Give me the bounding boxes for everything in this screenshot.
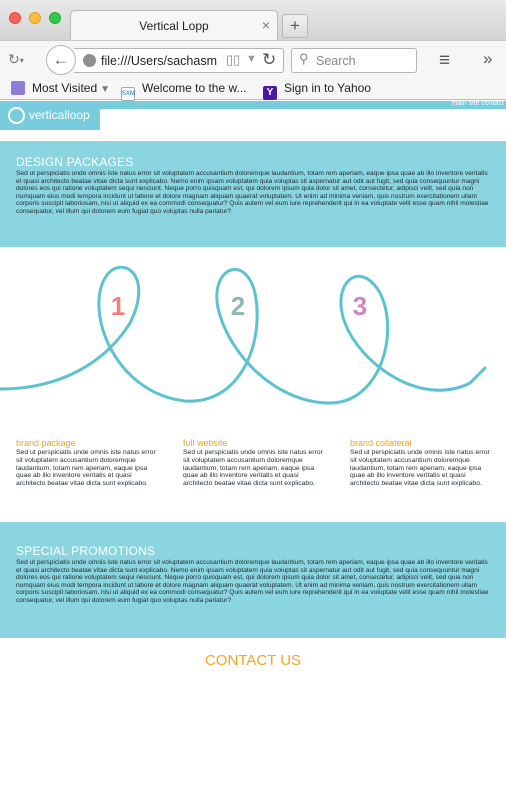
nav-link-main[interactable]: main xyxy=(451,101,467,107)
column-text: Sed ut perspiciatis unde omnis iste natu… xyxy=(350,449,490,488)
design-packages-title: DESIGN PACKAGES xyxy=(16,155,134,169)
browser-tab[interactable]: Vertical Lopp × xyxy=(70,10,278,40)
web-page: verticalloop main site contact DESIGN PA… xyxy=(0,101,506,802)
sxm-icon: SXM xyxy=(121,87,135,101)
bookmark-yahoo[interactable]: Y Sign in to Yahoo xyxy=(263,81,371,100)
hamburger-menu-icon[interactable]: ≡ xyxy=(439,50,451,71)
column-full-website: full website Sed ut perspiciatis unde om… xyxy=(183,438,328,488)
special-promotions-title: SPECIAL PROMOTIONS xyxy=(16,544,156,558)
globe-icon xyxy=(83,54,96,67)
special-promotions-section: SPECIAL PROMOTIONS Sed ut perspiciatis u… xyxy=(0,522,506,638)
design-packages-text: Sed ut perspiciatis unde omnis iste natu… xyxy=(16,170,489,215)
design-packages-section: DESIGN PACKAGES Sed ut perspiciatis unde… xyxy=(0,141,506,247)
history-icon[interactable]: ↻▾ xyxy=(8,51,24,67)
logo-text: verticalloop xyxy=(29,108,90,122)
column-brand-collateral: brand collateral Sed ut perspiciatis und… xyxy=(350,438,495,488)
folder-icon xyxy=(11,81,25,95)
column-title[interactable]: brand collateral xyxy=(350,438,412,448)
top-nav: main site contact xyxy=(451,101,504,107)
bookmark-welcome[interactable]: SXM Welcome to the w... xyxy=(121,81,247,101)
tab-close-icon[interactable]: × xyxy=(261,17,270,33)
chevron-down-icon: ▼ xyxy=(100,84,111,95)
loop-number-2: 2 xyxy=(231,291,245,321)
loop-curve xyxy=(0,265,487,405)
new-tab-button[interactable]: + xyxy=(282,14,308,38)
title-bar: Vertical Lopp × + xyxy=(0,0,506,40)
reload-icon[interactable]: ↻ xyxy=(262,50,277,69)
column-brand-package: brand package Sed ut perspiciatis unde o… xyxy=(16,438,161,488)
window-close-button[interactable] xyxy=(9,12,21,24)
column-text: Sed ut perspiciatis unde omnis iste natu… xyxy=(183,449,323,488)
navigation-toolbar: ↻▾ file:///Users/sachasm ▯▯ ▼ ↻ ← ⚲ ≡ » xyxy=(0,40,506,78)
bookmark-most-visited[interactable]: Most Visited ▼ xyxy=(11,81,110,95)
loop-number-1: 1 xyxy=(111,291,125,321)
column-text: Sed ut perspiciatis unde omnis iste natu… xyxy=(16,449,156,488)
search-bar[interactable]: ⚲ xyxy=(291,48,417,73)
nav-link-contact[interactable]: contact xyxy=(481,101,504,107)
nav-link-site[interactable]: site xyxy=(468,101,480,107)
column-title[interactable]: brand package xyxy=(16,438,76,448)
url-bar[interactable]: file:///Users/sachasm ▯▯ ▼ ↻ xyxy=(74,48,284,73)
url-text[interactable]: file:///Users/sachasm xyxy=(101,54,218,68)
site-logo[interactable]: verticalloop xyxy=(0,101,100,130)
loop-illustration: 1 2 3 xyxy=(0,265,487,405)
url-dropdown-icon[interactable]: ▼ xyxy=(246,53,257,65)
window-minimize-button[interactable] xyxy=(29,12,41,24)
back-arrow-icon: ← xyxy=(52,50,70,69)
search-input[interactable] xyxy=(316,52,412,70)
tab-title: Vertical Lopp xyxy=(139,19,209,33)
reader-view-icon[interactable]: ▯▯ xyxy=(226,52,241,67)
column-title[interactable]: full website xyxy=(183,438,228,448)
logo-mark-icon xyxy=(8,107,25,124)
bookmarks-toolbar: Most Visited ▼ SXM Welcome to the w... Y Si… xyxy=(0,78,506,101)
loop-number-3: 3 xyxy=(353,291,367,321)
search-icon: ⚲ xyxy=(299,51,309,66)
overflow-chevron-icon[interactable]: » xyxy=(483,49,493,68)
window-zoom-button[interactable] xyxy=(49,12,61,24)
back-button[interactable]: ← xyxy=(46,45,76,75)
special-promotions-text: Sed ut perspiciatis unde omnis iste natu… xyxy=(16,559,489,604)
site-header-bar xyxy=(0,101,506,109)
contact-us-link[interactable]: CONTACT US xyxy=(204,652,302,669)
yahoo-icon: Y xyxy=(263,86,277,100)
